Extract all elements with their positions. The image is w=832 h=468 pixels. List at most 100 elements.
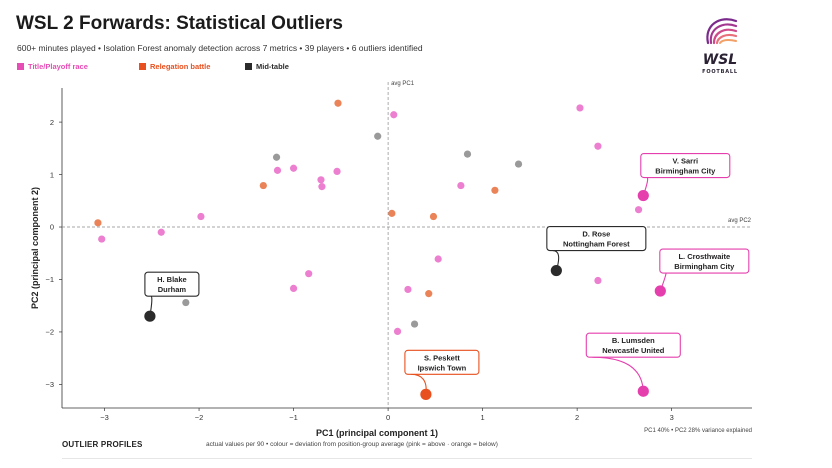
data-point — [289, 164, 298, 172]
legend-label-relegation: Relegation battle — [150, 62, 211, 71]
x-tick-label: −1 — [289, 413, 298, 422]
outlier-label-box — [659, 248, 750, 274]
outlier-team: Ipswich Town — [418, 363, 467, 372]
outlier-name: B. Lumsden — [612, 336, 655, 345]
outlier-team: Durham — [158, 285, 187, 294]
data-point — [317, 176, 325, 184]
data-point — [388, 209, 396, 217]
outlier-point — [637, 385, 649, 397]
outlier-label-box — [546, 226, 647, 252]
data-point — [425, 290, 433, 298]
x-tick-label: 2 — [575, 413, 579, 422]
y-tick-label: −2 — [45, 328, 54, 337]
data-point — [259, 181, 267, 190]
x-tick-label: −3 — [100, 413, 109, 422]
data-point — [94, 219, 102, 227]
data-point — [272, 153, 281, 161]
outlier-team: Newcastle United — [602, 346, 665, 355]
data-point — [594, 142, 602, 150]
outlier-name: V. Sarri — [673, 157, 699, 166]
x-tick-label: −2 — [195, 413, 204, 422]
outlier-name: H. Blake — [157, 275, 187, 284]
data-point — [576, 104, 584, 112]
data-point — [434, 255, 442, 263]
data-point — [390, 111, 398, 119]
x-axis-title: PC1 (principal component 1) — [316, 428, 438, 438]
outlier-label-box — [585, 332, 681, 358]
profiles-note: actual values per 90 • colour = deviatio… — [206, 441, 498, 448]
outlier-name: D. Rose — [582, 230, 610, 239]
data-point — [457, 181, 465, 190]
data-point — [393, 327, 402, 336]
data-point — [463, 150, 472, 158]
data-point — [333, 167, 341, 176]
y-tick-label: 2 — [50, 118, 54, 127]
legend-item-relegation: Relegation battle — [139, 62, 245, 71]
y-tick-label: −3 — [45, 380, 54, 389]
outlier-point — [420, 388, 432, 400]
logo-text: WSL — [703, 52, 737, 68]
wsl-logo: WSL FOOTBALL — [702, 18, 738, 75]
data-point — [491, 186, 499, 194]
outlier-name: S. Peskett — [424, 353, 460, 362]
profiles-title: OUTLIER PROFILES — [62, 440, 143, 449]
data-point — [98, 235, 106, 243]
y-tick-label: −1 — [45, 275, 54, 284]
data-point — [318, 183, 326, 191]
legend-swatch-mid-table — [245, 63, 252, 70]
y-tick-label: 1 — [50, 170, 54, 179]
legend: Title/Playoff race Relegation battle Mid… — [17, 62, 289, 71]
outlier-point — [144, 310, 156, 322]
outlier-label-box — [640, 152, 731, 179]
legend-swatch-title-race — [17, 63, 24, 70]
legend-item-title-race: Title/Playoff race — [17, 62, 139, 71]
data-point — [404, 285, 412, 294]
data-point — [374, 132, 382, 140]
avg-pc2-label: avg PC2 — [728, 218, 752, 224]
chart-subtitle: 600+ minutes played • Isolation Forest a… — [17, 43, 423, 53]
outlier-point — [654, 285, 666, 297]
outlier-team: Birmingham City — [655, 167, 716, 176]
outlier-label-box — [404, 349, 480, 375]
outlier-point — [637, 189, 649, 202]
data-point — [273, 166, 282, 174]
legend-item-mid-table: Mid-table — [245, 62, 289, 71]
logo-subtext: FOOTBALL — [702, 69, 738, 75]
data-point — [334, 99, 342, 107]
data-point — [182, 298, 190, 307]
data-point — [410, 320, 419, 328]
data-point — [305, 270, 313, 278]
y-tick-label: 0 — [50, 223, 54, 232]
data-point — [157, 228, 165, 236]
legend-label-mid-table: Mid-table — [256, 62, 289, 71]
outlier-team: Birmingham City — [674, 262, 735, 271]
variance-note: PC1 40% • PC2 28% variance explained — [644, 428, 752, 434]
avg-pc1-label: avg PC1 — [391, 81, 415, 87]
data-point — [197, 212, 205, 221]
data-point — [289, 284, 298, 292]
legend-label-title-race: Title/Playoff race — [28, 62, 88, 71]
data-point — [634, 206, 643, 214]
data-point — [514, 160, 523, 168]
data-point — [429, 212, 438, 221]
outlier-name: L. Crosthwaite — [678, 252, 730, 261]
divider — [62, 458, 752, 459]
outlier-point — [550, 264, 562, 277]
y-axis-title: PC2 (principal component 2) — [30, 187, 40, 309]
x-tick-label: 3 — [670, 413, 674, 422]
x-tick-label: 1 — [481, 413, 485, 422]
outlier-label-box — [144, 271, 200, 297]
chart-title: WSL 2 Forwards: Statistical Outliers — [16, 13, 343, 34]
x-tick-label: 0 — [386, 413, 390, 422]
legend-swatch-relegation — [139, 63, 146, 70]
outlier-connector — [592, 356, 644, 392]
outlier-team: Nottingham Forest — [563, 240, 630, 249]
data-point — [594, 276, 602, 285]
